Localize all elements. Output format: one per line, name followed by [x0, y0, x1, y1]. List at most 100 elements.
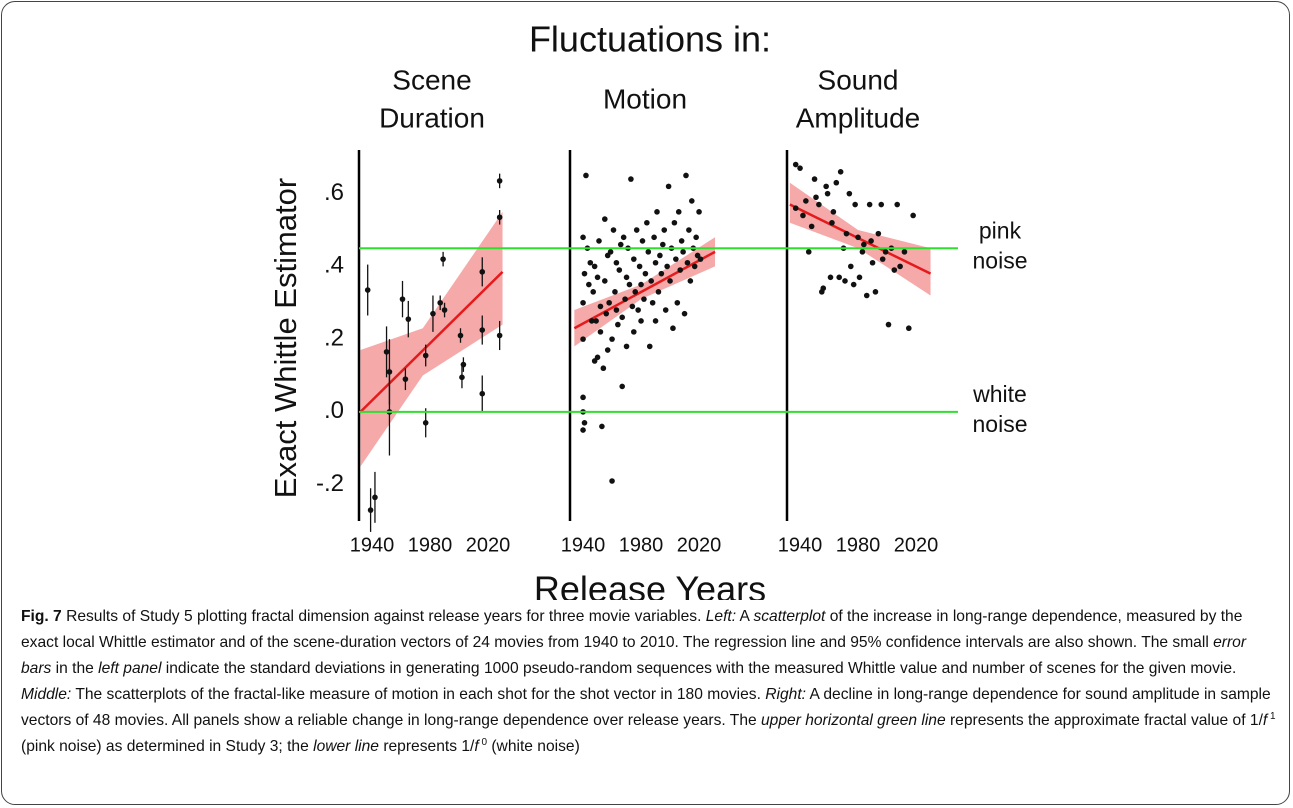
data-point — [842, 278, 848, 284]
data-point — [616, 267, 623, 273]
data-point — [693, 234, 699, 241]
data-point — [641, 296, 647, 302]
data-point — [683, 172, 689, 179]
data-point — [675, 209, 682, 215]
data-point — [665, 183, 672, 190]
data-point — [872, 289, 879, 295]
data-point — [604, 347, 611, 353]
data-point — [649, 299, 656, 306]
data-point — [684, 259, 691, 266]
data-point — [619, 314, 625, 321]
data-point — [583, 172, 589, 179]
data-point — [680, 249, 686, 255]
data-point — [599, 423, 605, 430]
data-point — [657, 252, 663, 259]
caption-segment: A — [736, 608, 754, 625]
reference-label: noise — [973, 411, 1028, 437]
data-point — [644, 219, 650, 226]
data-point — [813, 194, 819, 201]
caption-segment: in the — [51, 660, 99, 677]
data-point — [861, 241, 867, 248]
x-tick-label: 2020 — [894, 534, 939, 556]
data-point — [829, 219, 835, 226]
data-point — [800, 212, 806, 219]
chart: Fluctuations in: Release Years Exact Whi… — [268, 19, 1028, 600]
data-point — [687, 278, 694, 284]
data-point — [816, 201, 822, 208]
data-point — [586, 281, 592, 288]
data-point — [642, 270, 649, 277]
data-point — [405, 316, 412, 322]
caption-segment: Right: — [765, 686, 807, 703]
caption-segment: Middle: — [21, 686, 72, 703]
data-point — [588, 318, 595, 324]
data-point — [885, 321, 892, 328]
data-point — [580, 427, 586, 433]
caption-segment: scatterplot — [753, 608, 826, 625]
data-point — [383, 349, 390, 355]
data-point — [617, 241, 624, 248]
data-point — [681, 310, 688, 317]
data-point — [833, 179, 840, 186]
confidence-band — [574, 237, 715, 347]
data-point — [580, 299, 586, 306]
data-point — [364, 287, 371, 293]
data-point — [646, 343, 653, 350]
x-tick-label: 2020 — [677, 534, 722, 556]
data-point — [686, 227, 692, 233]
y-tick-label: .6 — [324, 179, 344, 206]
data-point — [638, 318, 644, 324]
data-point — [367, 507, 374, 513]
data-point — [609, 336, 615, 342]
data-point — [846, 190, 853, 197]
panel-title: Duration — [379, 102, 485, 133]
data-point — [639, 238, 646, 244]
x-tick-label: 1940 — [350, 534, 395, 556]
data-point — [441, 307, 448, 313]
caption-segment: Fig. 7 — [21, 608, 62, 625]
caption-segment: lower line — [313, 738, 379, 755]
data-point — [609, 478, 615, 484]
x-tick-label: 1940 — [561, 534, 606, 556]
data-point — [836, 274, 842, 281]
data-point — [602, 278, 608, 284]
data-point — [607, 249, 614, 255]
data-point — [631, 329, 637, 335]
data-point — [655, 289, 662, 295]
data-point — [808, 223, 815, 230]
y-tick-label: .0 — [324, 397, 344, 424]
data-point — [910, 212, 916, 219]
data-point — [399, 296, 406, 302]
x-tick-label: 1980 — [836, 534, 881, 556]
x-tick-label: 1980 — [408, 534, 453, 556]
data-point — [479, 327, 486, 333]
data-point — [823, 183, 829, 190]
data-point — [581, 270, 588, 277]
data-point — [422, 352, 429, 359]
data-point — [805, 249, 812, 255]
data-point — [691, 263, 698, 270]
data-point — [671, 219, 678, 226]
x-tick-label: 1980 — [619, 534, 664, 556]
data-point — [612, 289, 618, 295]
data-point — [677, 267, 683, 273]
caption-segment: 0 — [478, 736, 488, 748]
data-point — [440, 256, 446, 262]
caption-segment: f — [474, 738, 479, 755]
data-point — [792, 161, 799, 168]
data-point — [866, 201, 873, 208]
caption-segment: upper horizontal green line — [761, 712, 946, 729]
data-point — [654, 209, 660, 215]
data-point — [678, 238, 685, 244]
data-point — [820, 285, 827, 292]
data-point — [852, 201, 858, 208]
data-point — [496, 332, 503, 339]
data-point — [878, 201, 885, 208]
data-point — [652, 259, 659, 266]
data-point — [696, 209, 702, 215]
caption-segment: (white noise) — [487, 738, 580, 755]
data-point — [824, 190, 831, 197]
data-point — [580, 336, 586, 342]
data-point — [906, 325, 912, 332]
data-point — [875, 230, 882, 237]
